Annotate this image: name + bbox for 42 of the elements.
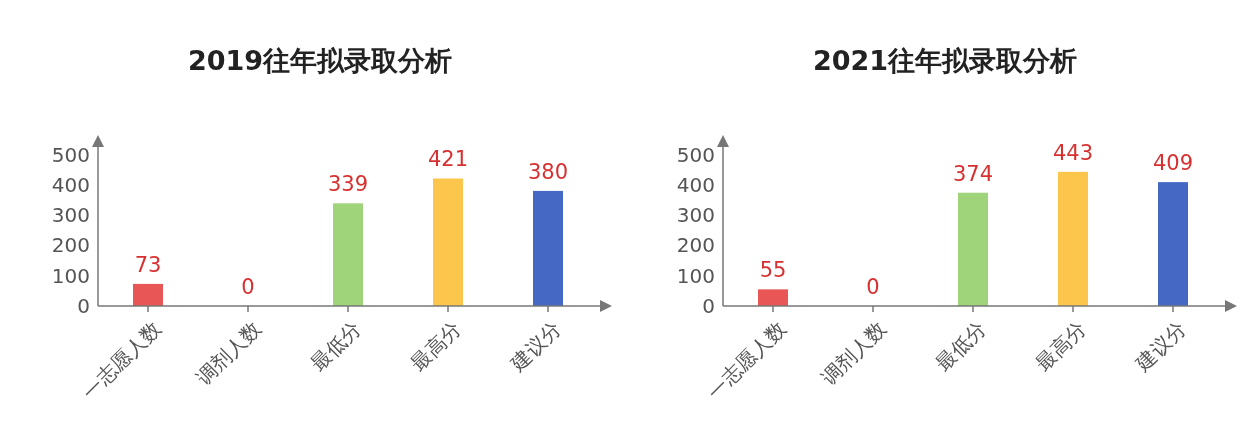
chart-title: 2021往年拟录取分析 [812,45,1078,76]
y-tick-label: 300 [51,203,90,228]
x-tick-label: 一志愿人数 [77,316,166,405]
data-label: 421 [427,147,469,172]
bar [1058,171,1088,306]
bar [1158,182,1188,306]
x-tick-label: 最低分 [306,316,366,376]
bar [133,283,163,306]
x-tick-label: 最高分 [406,316,466,376]
data-label: 409 [1152,151,1194,176]
x-tick-label: 调剂人数 [191,316,266,390]
data-label: 374 [952,161,994,186]
y-tick-label: 200 [51,233,90,258]
bar [333,203,363,306]
y-tick-label: 300 [676,203,715,228]
y-tick-label: 500 [676,142,715,167]
y-tick-label: 100 [51,263,90,288]
y-tick-label: 500 [51,142,90,167]
bar [433,178,463,306]
x-tick-label: 最高分 [1031,316,1091,376]
y-tick-label: 0 [702,294,715,318]
data-label: 380 [527,159,569,184]
bar [758,289,788,306]
data-label: 0 [241,275,255,299]
y-tick-label: 400 [51,172,90,197]
y-tick-label: 200 [676,233,715,258]
data-label: 443 [1052,140,1094,165]
data-label: 339 [327,172,369,197]
x-tick-label: 建议分 [1130,316,1191,377]
data-label: 0 [866,275,880,299]
bar [958,192,988,306]
x-tick-label: 建议分 [505,316,566,377]
y-tick-label: 400 [676,172,715,197]
data-label: 73 [134,252,162,277]
data-label: 55 [759,258,787,283]
y-tick-label: 0 [77,294,90,318]
bar [533,190,563,306]
chart-title: 2019往年拟录取分析 [187,45,453,76]
y-tick-label: 100 [676,263,715,288]
x-tick-label: 最低分 [931,316,991,376]
x-tick-label: 调剂人数 [816,316,891,390]
x-tick-label: 一志愿人数 [702,316,791,405]
